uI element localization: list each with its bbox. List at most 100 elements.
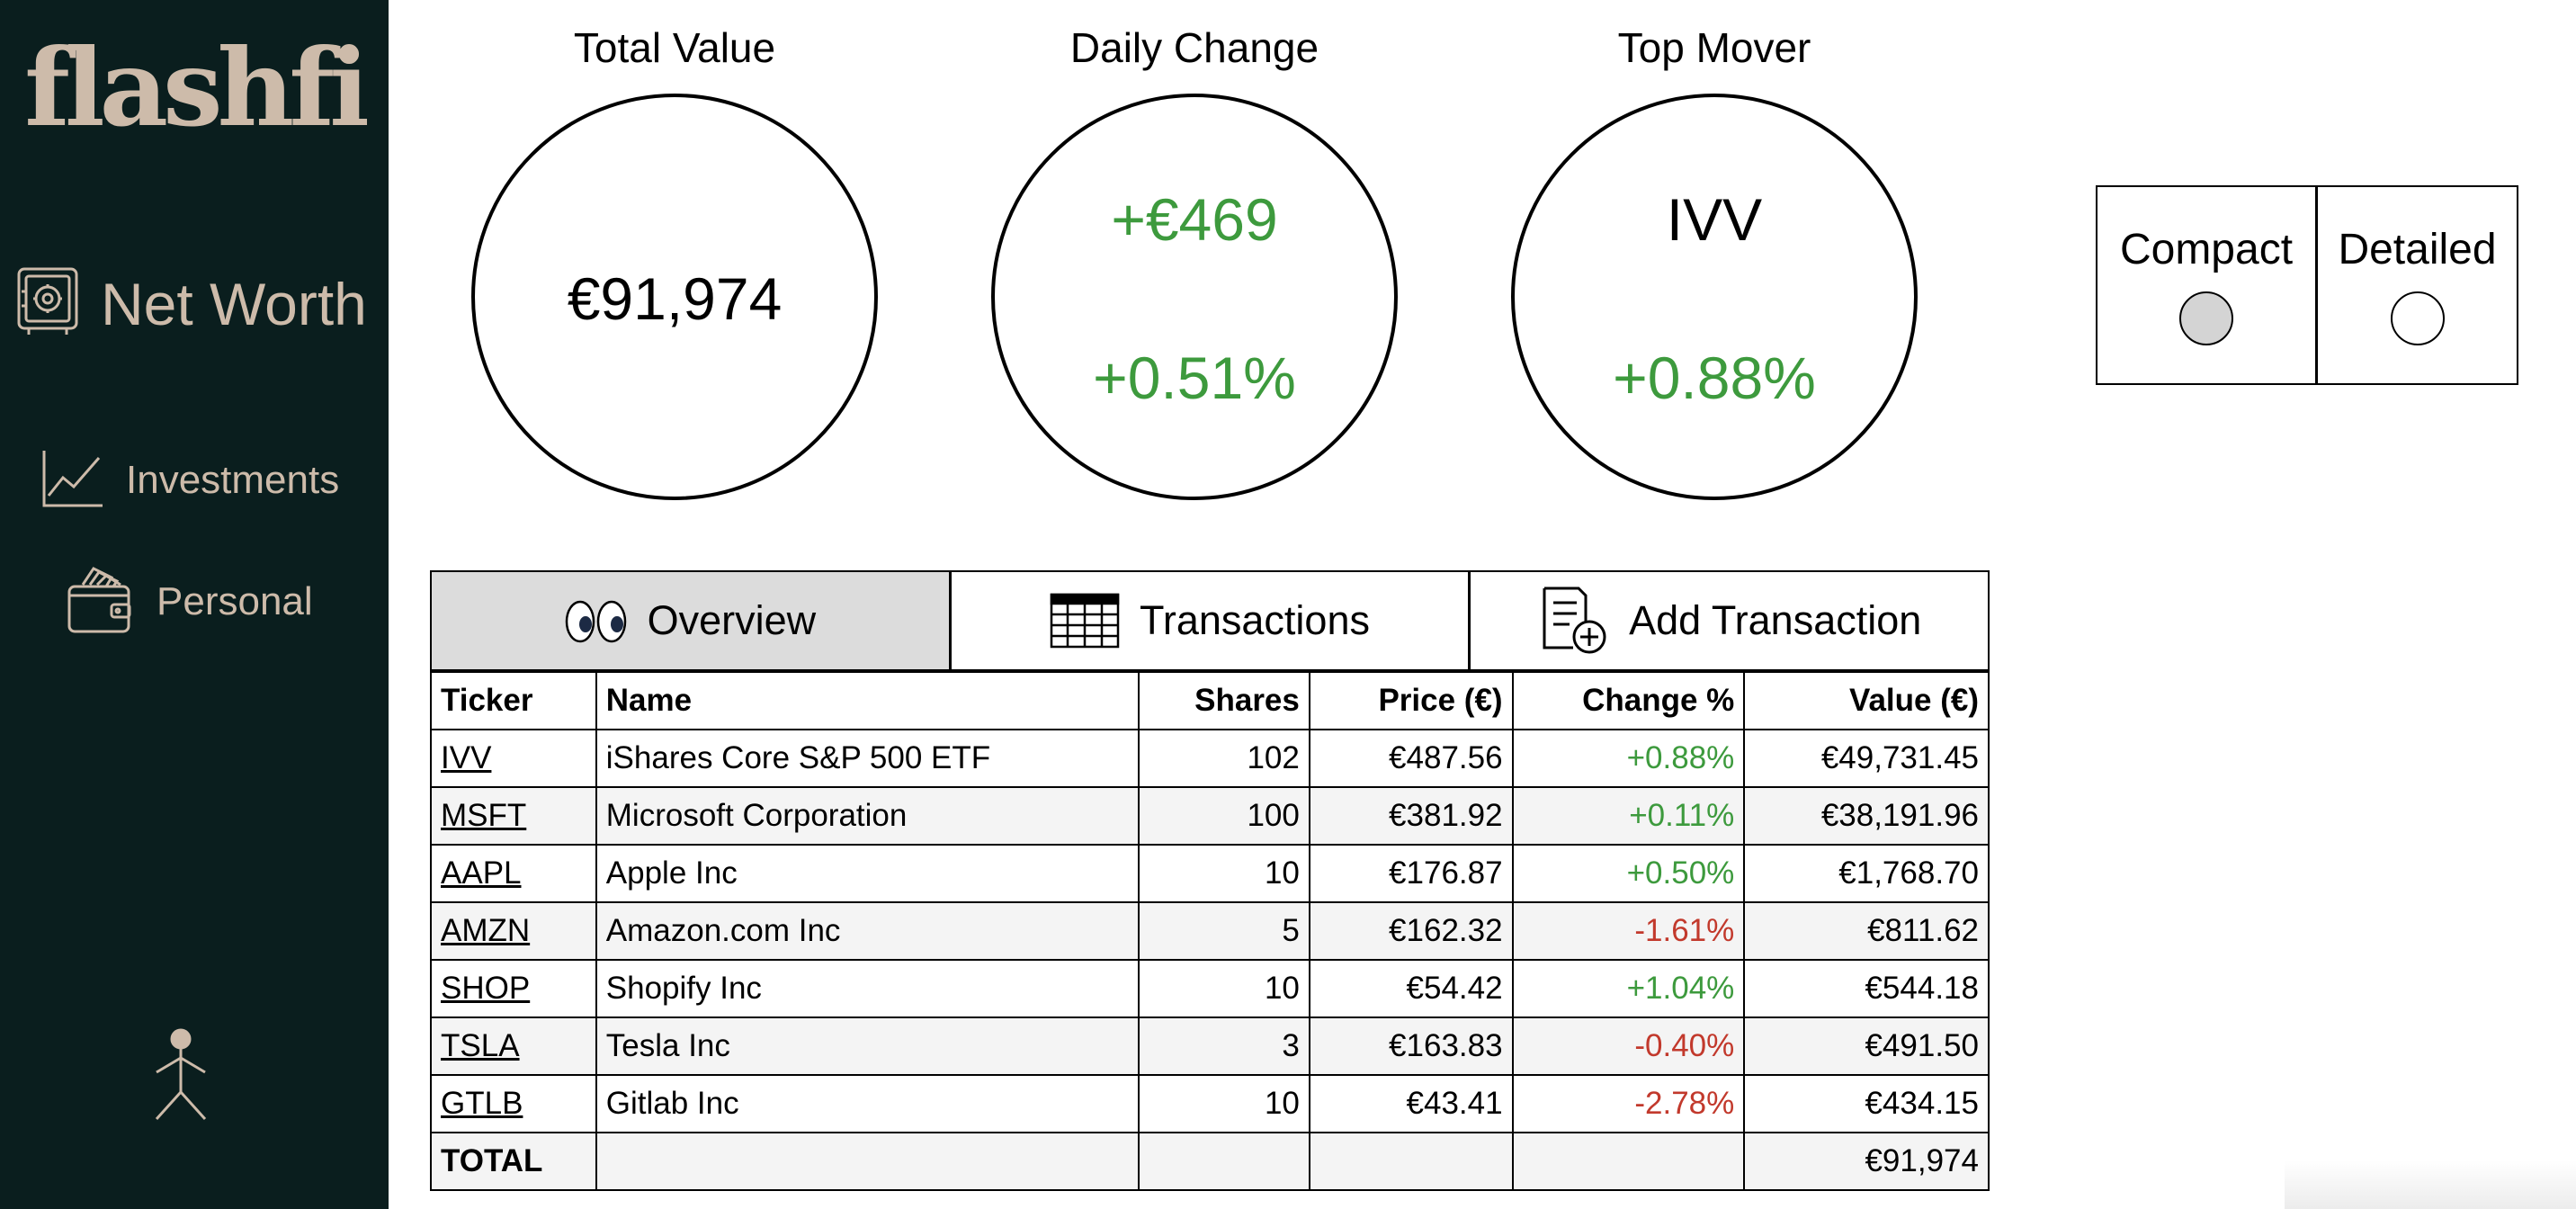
view-toggle: Compact Detailed <box>2096 185 2518 385</box>
holding-shares: 102 <box>1138 729 1310 788</box>
tab-transactions[interactable]: Transactions <box>951 572 1471 669</box>
sidebar-item-net-worth[interactable]: Net Worth <box>16 261 367 347</box>
holding-value: €434.15 <box>1743 1074 1990 1133</box>
eyes-icon <box>565 597 628 644</box>
tab-overview[interactable]: Overview <box>432 572 952 669</box>
empty-cell <box>595 1132 1140 1191</box>
holding-shares: 10 <box>1138 959 1310 1018</box>
sidebar-item-personal[interactable]: Personal <box>67 565 313 639</box>
holding-price: €487.56 <box>1308 729 1514 788</box>
holding-value: €811.62 <box>1743 901 1990 961</box>
holding-value: €491.50 <box>1743 1016 1990 1076</box>
table-icon <box>1050 593 1120 649</box>
holding-shares: 3 <box>1138 1016 1310 1076</box>
holding-shares: 5 <box>1138 901 1310 961</box>
empty-cell <box>1308 1132 1514 1191</box>
ticker-link[interactable]: TSLA <box>441 1028 520 1063</box>
view-option-label: Detailed <box>2338 226 2497 273</box>
holding-shares: 10 <box>1138 1074 1310 1133</box>
ticker-link[interactable]: SHOP <box>441 971 531 1006</box>
ticker-link[interactable]: AAPL <box>441 855 522 891</box>
holding-name: iShares Core S&P 500 ETF <box>595 729 1140 788</box>
holding-change: -2.78% <box>1511 1074 1746 1133</box>
ticker-link[interactable]: MSFT <box>441 798 527 833</box>
view-option-compact[interactable]: Compact <box>2097 187 2315 383</box>
holding-shares: 10 <box>1138 844 1310 903</box>
holding-price: €162.32 <box>1308 901 1514 961</box>
holdings-table: Ticker Name Shares Price (€) Change % Va… <box>430 671 1990 1191</box>
holding-change: +0.50% <box>1511 844 1746 903</box>
holding-name: Microsoft Corporation <box>595 786 1140 846</box>
total-value: €91,974 <box>1743 1132 1990 1191</box>
holding-price: €54.42 <box>1308 959 1514 1018</box>
wallet-icon <box>67 565 133 640</box>
detailed-radio[interactable] <box>2390 291 2445 345</box>
sidebar-item-label: Personal <box>157 579 313 623</box>
view-option-label: Compact <box>2119 226 2294 273</box>
bottom-shadow <box>2285 1160 2576 1209</box>
holding-value: €49,731.45 <box>1743 729 1990 788</box>
top-mover-ticker: IVV <box>1666 186 1763 253</box>
holding-value: €544.18 <box>1743 959 1990 1018</box>
ticker-link[interactable]: AMZN <box>441 913 531 948</box>
top-mover-circle: IVV +0.88% <box>1511 94 1918 500</box>
holding-name: Gitlab Inc <box>595 1074 1140 1133</box>
holding-change: -0.40% <box>1511 1016 1746 1076</box>
holding-value: €38,191.96 <box>1743 786 1990 846</box>
holding-name: Shopify Inc <box>595 959 1140 1018</box>
holding-price: €163.83 <box>1308 1016 1514 1076</box>
table-row: IVV iShares Core S&P 500 ETF 102 €487.56… <box>430 729 1990 788</box>
sidebar: flashfi Net Worth <box>0 0 389 1209</box>
column-header[interactable]: Ticker <box>430 671 597 730</box>
sidebar-item-investments[interactable]: Investments <box>41 446 339 515</box>
logo[interactable]: flashfi <box>24 25 370 150</box>
holding-name: Apple Inc <box>595 844 1140 903</box>
empty-cell <box>1511 1132 1746 1191</box>
holding-change: -1.61% <box>1511 901 1746 961</box>
column-header[interactable]: Value (€) <box>1743 671 1990 730</box>
table-row: MSFT Microsoft Corporation 100 €381.92 +… <box>430 786 1990 846</box>
holding-shares: 100 <box>1138 786 1310 846</box>
daily-change-title: Daily Change <box>1069 24 1319 71</box>
table-row: AMZN Amazon.com Inc 5 €162.32 -1.61% €81… <box>430 901 1990 961</box>
holding-name: Tesla Inc <box>595 1016 1140 1076</box>
daily-change-percent: +0.51% <box>1093 345 1296 411</box>
holding-price: €176.87 <box>1308 844 1514 903</box>
total-value-title: Total Value <box>573 24 776 71</box>
tab-label: Add Transaction <box>1629 597 1922 643</box>
table-row: SHOP Shopify Inc 10 €54.42 +1.04% €544.1… <box>430 959 1990 1018</box>
total-label: TOTAL <box>430 1132 597 1191</box>
ticker-link[interactable]: GTLB <box>441 1086 523 1121</box>
tab-label: Transactions <box>1140 597 1370 643</box>
table-header-row: Ticker Name Shares Price (€) Change % Va… <box>430 671 1990 730</box>
column-header[interactable]: Name <box>595 671 1140 730</box>
holding-change: +0.88% <box>1511 729 1746 788</box>
sidebar-item-label: Investments <box>126 458 340 502</box>
top-mover-percent: +0.88% <box>1613 345 1816 411</box>
tab-add-transaction[interactable]: Add Transaction <box>1471 572 1989 669</box>
compact-radio[interactable] <box>2179 291 2233 345</box>
top-mover-title: Top Mover <box>1617 24 1811 71</box>
holding-change: +1.04% <box>1511 959 1746 1018</box>
column-header[interactable]: Shares <box>1138 671 1310 730</box>
add-document-icon <box>1537 585 1609 657</box>
holding-value: €1,768.70 <box>1743 844 1990 903</box>
holding-price: €381.92 <box>1308 786 1514 846</box>
column-header[interactable]: Price (€) <box>1308 671 1514 730</box>
holding-name: Amazon.com Inc <box>595 901 1140 961</box>
sidebar-item-label: Net Worth <box>101 271 367 337</box>
total-row: TOTAL €91,974 <box>430 1132 1990 1191</box>
holding-price: €43.41 <box>1308 1074 1514 1133</box>
user-icon[interactable] <box>151 1027 210 1133</box>
holding-change: +0.11% <box>1511 786 1746 846</box>
daily-change-circle: +€469 +0.51% <box>991 94 1398 500</box>
daily-change-amount: +€469 <box>1111 186 1278 253</box>
safe-icon <box>16 266 79 343</box>
table-row: TSLA Tesla Inc 3 €163.83 -0.40% €491.50 <box>430 1016 1990 1076</box>
tab-bar: Overview Transactions <box>430 570 1990 671</box>
ticker-link[interactable]: IVV <box>441 740 492 775</box>
view-option-detailed[interactable]: Detailed <box>2315 187 2517 383</box>
column-header[interactable]: Change % <box>1511 671 1746 730</box>
table-row: AAPL Apple Inc 10 €176.87 +0.50% €1,768.… <box>430 844 1990 903</box>
